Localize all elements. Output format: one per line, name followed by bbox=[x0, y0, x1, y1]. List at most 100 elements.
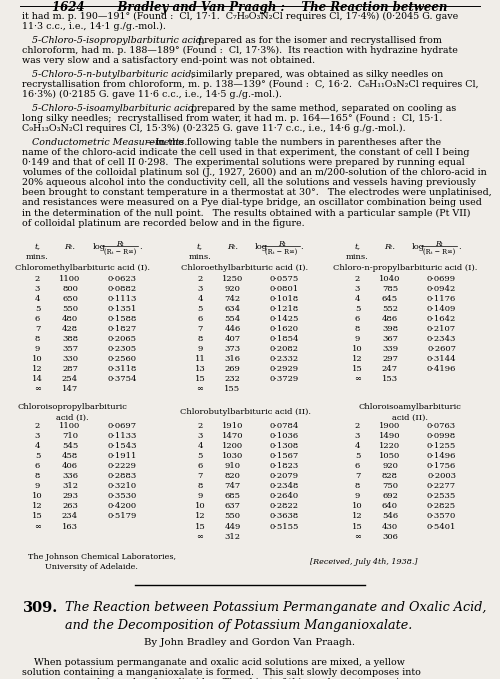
Text: 0·2929: 0·2929 bbox=[270, 365, 298, 373]
Text: .: . bbox=[139, 242, 141, 251]
Text: 5-Chloro-5-isopropylbarbituric acid,: 5-Chloro-5-isopropylbarbituric acid, bbox=[32, 36, 204, 45]
Text: 0·1218: 0·1218 bbox=[270, 305, 298, 313]
Text: 3: 3 bbox=[35, 285, 40, 293]
Text: 7: 7 bbox=[35, 325, 40, 333]
Text: 685: 685 bbox=[224, 492, 240, 500]
Text: 254: 254 bbox=[62, 375, 78, 384]
Text: 0·0882: 0·0882 bbox=[108, 285, 137, 293]
Text: 388: 388 bbox=[62, 335, 78, 343]
Text: 480: 480 bbox=[62, 315, 78, 323]
Text: 0·0623: 0·0623 bbox=[108, 275, 137, 283]
Text: The Reaction between Potassium Permanganate and Oxalic Acid,: The Reaction between Potassium Permangan… bbox=[65, 601, 486, 614]
Text: 1900: 1900 bbox=[380, 422, 400, 430]
Text: 0·3118: 0·3118 bbox=[108, 365, 137, 373]
Text: 0·2079: 0·2079 bbox=[270, 473, 298, 480]
Text: acid (II).: acid (II). bbox=[392, 414, 428, 422]
Text: 316: 316 bbox=[224, 355, 240, 363]
Text: 0·2082: 0·2082 bbox=[270, 345, 298, 353]
Text: 0·0699: 0·0699 bbox=[427, 275, 456, 283]
Text: 0·1036: 0·1036 bbox=[270, 432, 298, 440]
Text: 0·2229: 0·2229 bbox=[108, 462, 137, 471]
Text: 4: 4 bbox=[355, 295, 360, 303]
Text: (Rₜ − R∞): (Rₜ − R∞) bbox=[104, 247, 136, 255]
Text: Chlorobutylbarbituric acid (II).: Chlorobutylbarbituric acid (II). bbox=[180, 409, 310, 416]
Text: 8: 8 bbox=[35, 335, 40, 343]
Text: ∞: ∞ bbox=[354, 375, 361, 384]
Text: 0·1588: 0·1588 bbox=[108, 315, 137, 323]
Text: 4: 4 bbox=[197, 295, 203, 303]
Text: t,: t, bbox=[34, 242, 40, 251]
Text: —In the following table the numbers in parentheses after the: —In the following table the numbers in p… bbox=[146, 138, 441, 147]
Text: 1030: 1030 bbox=[222, 452, 243, 460]
Text: 4: 4 bbox=[197, 442, 203, 450]
Text: 0·2065: 0·2065 bbox=[108, 335, 137, 343]
Text: 554: 554 bbox=[224, 315, 240, 323]
Text: recrystallisation from chloroform, m. p. 138—139° (Found :  C, 16·2.  C₈H₁₁O₃N₂C: recrystallisation from chloroform, m. p.… bbox=[22, 80, 479, 89]
Text: 0·3570: 0·3570 bbox=[427, 513, 456, 521]
Text: manganous oxalate and carbon dioxide.   The object of this work was to examine: manganous oxalate and carbon dioxide. Th… bbox=[22, 678, 411, 679]
Text: 0·1133: 0·1133 bbox=[108, 432, 137, 440]
Text: 373: 373 bbox=[224, 345, 240, 353]
Text: 0·4196: 0·4196 bbox=[427, 365, 456, 373]
Text: 153: 153 bbox=[382, 375, 398, 384]
Text: Chloromethylbarbituric acid (I).: Chloromethylbarbituric acid (I). bbox=[15, 263, 150, 272]
Text: 12: 12 bbox=[352, 513, 363, 521]
Text: ∞: ∞ bbox=[196, 386, 203, 393]
Text: 1050: 1050 bbox=[380, 452, 400, 460]
Text: Chloroisoamylbarbituric: Chloroisoamylbarbituric bbox=[358, 403, 462, 411]
Text: 0·5179: 0·5179 bbox=[108, 513, 137, 521]
Text: .: . bbox=[458, 242, 460, 251]
Text: 0·2535: 0·2535 bbox=[427, 492, 456, 500]
Text: 11·3 c.c., i.e., 14·1 g./g.-mol.).: 11·3 c.c., i.e., 14·1 g./g.-mol.). bbox=[22, 22, 167, 31]
Text: 710: 710 bbox=[62, 432, 78, 440]
Text: 12: 12 bbox=[352, 355, 363, 363]
Text: 330: 330 bbox=[62, 355, 78, 363]
Text: volumes of the colloidal platinum sol (J., 1927, 2600) and an m/200-solution of : volumes of the colloidal platinum sol (J… bbox=[22, 168, 487, 177]
Text: t,: t, bbox=[354, 242, 360, 251]
Text: 234: 234 bbox=[62, 513, 78, 521]
Text: 10: 10 bbox=[194, 502, 205, 511]
Text: of colloidal platinum are recorded below and in the figure.: of colloidal platinum are recorded below… bbox=[22, 219, 305, 227]
Text: 15: 15 bbox=[194, 375, 205, 384]
Text: 828: 828 bbox=[382, 473, 398, 480]
Text: similarly prepared, was obtained as silky needles on: similarly prepared, was obtained as silk… bbox=[188, 70, 444, 79]
Text: and the Decomposition of Potassium Manganioxalate.: and the Decomposition of Potassium Manga… bbox=[65, 619, 412, 632]
Text: 406: 406 bbox=[62, 462, 78, 471]
Text: 0·2107: 0·2107 bbox=[427, 325, 456, 333]
Text: 692: 692 bbox=[382, 492, 398, 500]
Text: 163: 163 bbox=[62, 523, 78, 530]
Text: C₉H₁₃O₃N₂Cl requires Cl, 15·3%) (0·2325 G. gave 11·7 c.c., i.e., 14·6 g./g.-mol.: C₉H₁₃O₃N₂Cl requires Cl, 15·3%) (0·2325 … bbox=[22, 124, 406, 133]
Text: 0·1827: 0·1827 bbox=[108, 325, 137, 333]
Text: been brought to constant temperature in a thermostat at 30°.   The electrodes we: been brought to constant temperature in … bbox=[22, 188, 492, 198]
Text: 1490: 1490 bbox=[380, 432, 401, 440]
Text: 0·5401: 0·5401 bbox=[427, 523, 456, 530]
Text: long silky needles;  recrystallised from water, it had m. p. 164—165° (Found :  : long silky needles; recrystallised from … bbox=[22, 114, 443, 123]
Text: 12: 12 bbox=[32, 365, 43, 373]
Text: 0·0697: 0·0697 bbox=[108, 422, 137, 430]
Text: Rₜ.: Rₜ. bbox=[384, 242, 396, 251]
Text: 6: 6 bbox=[355, 462, 360, 471]
Text: 3: 3 bbox=[35, 432, 40, 440]
Text: 15: 15 bbox=[32, 513, 43, 521]
Text: Rₜ: Rₜ bbox=[116, 240, 124, 248]
Text: 5-Chloro-5-n-butylbarbituric acid,: 5-Chloro-5-n-butylbarbituric acid, bbox=[32, 70, 194, 79]
Text: 0·4200: 0·4200 bbox=[108, 502, 137, 511]
Text: 0·1642: 0·1642 bbox=[427, 315, 456, 323]
Text: 0·2277: 0·2277 bbox=[427, 482, 456, 490]
Text: 0·3754: 0·3754 bbox=[108, 375, 137, 384]
Text: 0·2343: 0·2343 bbox=[427, 335, 456, 343]
Text: University of Adelaide.: University of Adelaide. bbox=[45, 563, 138, 571]
Text: 1100: 1100 bbox=[60, 275, 80, 283]
Text: 3: 3 bbox=[198, 285, 202, 293]
Text: mins.: mins. bbox=[346, 253, 369, 261]
Text: 0·149 and that of cell II 0·298.  The experimental solutions were prepared by ru: 0·149 and that of cell II 0·298. The exp… bbox=[22, 158, 465, 167]
Text: was very slow and a satisfactory end-point was not obtained.: was very slow and a satisfactory end-poi… bbox=[22, 56, 316, 65]
Text: in the determination of the null point.   The results obtained with a particular: in the determination of the null point. … bbox=[22, 208, 471, 218]
Text: 4: 4 bbox=[35, 295, 40, 303]
Text: 312: 312 bbox=[224, 532, 240, 540]
Text: 1220: 1220 bbox=[380, 442, 400, 450]
Text: 785: 785 bbox=[382, 285, 398, 293]
Text: 910: 910 bbox=[224, 462, 240, 471]
Text: 14: 14 bbox=[32, 375, 43, 384]
Text: 155: 155 bbox=[224, 386, 240, 393]
